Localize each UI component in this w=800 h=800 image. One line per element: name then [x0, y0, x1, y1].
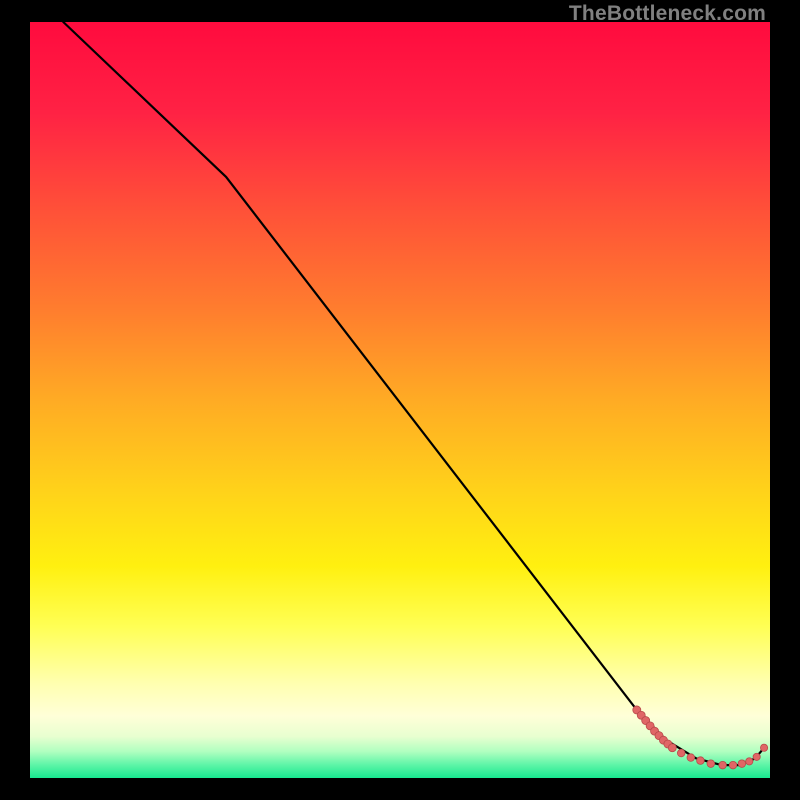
data-marker: [753, 753, 760, 760]
data-marker: [746, 758, 753, 765]
data-marker: [668, 744, 676, 752]
data-marker: [687, 754, 695, 762]
chart-stage: TheBottleneck.com: [0, 0, 800, 800]
data-marker: [697, 757, 705, 765]
data-marker: [760, 744, 767, 751]
data-marker: [729, 761, 737, 769]
data-marker: [707, 760, 715, 768]
chart-svg: [0, 0, 800, 800]
plot-background: [30, 22, 770, 778]
data-marker: [719, 761, 727, 769]
data-marker: [677, 749, 685, 757]
data-marker: [738, 760, 746, 768]
watermark-text: TheBottleneck.com: [569, 2, 766, 26]
